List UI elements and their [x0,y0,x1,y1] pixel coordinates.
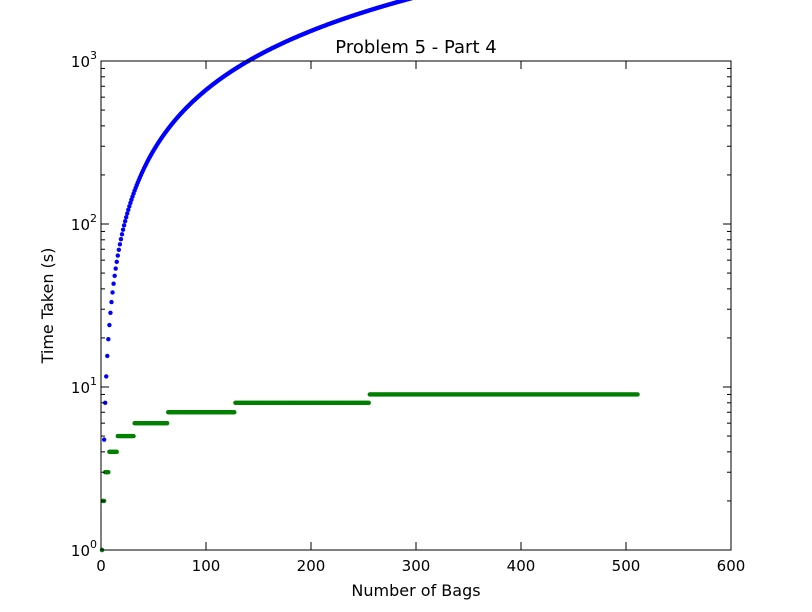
data-point [106,470,111,475]
plot-series [99,0,640,553]
data-point [126,207,131,213]
data-point [115,253,121,258]
data-point [101,437,107,442]
data-point [635,392,640,397]
y-tick-labels: 100 101 102 103 [71,49,97,560]
x-tick-label: 200 [297,557,326,575]
axis-ticks [100,60,732,551]
series-2 [99,392,640,553]
data-point [106,336,111,342]
x-tick-label: 500 [612,557,641,575]
data-point [104,374,109,379]
data-point [107,322,112,328]
data-point [131,433,136,439]
data-point [119,232,125,237]
data-point [125,211,130,216]
data-point [105,353,110,359]
data-point [114,449,119,455]
data-point [109,299,114,305]
data-point [108,310,113,315]
data-point [118,236,124,242]
x-tick-label: 400 [507,557,536,575]
x-tick-label: 0 [96,557,106,575]
x-axis-label: Number of Bags [351,581,480,600]
data-point [116,247,122,252]
data-point [127,204,132,209]
plot-frame [100,60,732,551]
x-tick-label: 600 [717,557,746,575]
data-point [103,400,108,405]
data-point [366,400,371,405]
data-point [114,259,119,265]
chart-title: Problem 5 - Part 4 [335,37,496,58]
data-point [111,281,116,286]
y-tick-label: 103 [71,49,97,71]
x-tick-label: 300 [402,557,431,575]
y-axis-label: Time Taken (s) [38,248,57,365]
x-tick-label: 100 [192,557,221,575]
series-1 [99,0,414,553]
y-tick-label: 100 [71,538,97,560]
data-point [124,215,129,220]
data-point [164,420,170,426]
data-point [117,242,123,247]
data-point [112,273,117,279]
data-point [232,410,237,415]
data-point [113,266,118,271]
x-tick-labels: 0 100 200 300 400 500 600 [96,557,745,575]
data-point [121,223,127,228]
data-point [122,218,128,224]
y-tick-label: 101 [71,375,97,397]
data-point [110,290,115,295]
data-point [120,227,126,232]
y-tick-label: 102 [71,212,97,234]
